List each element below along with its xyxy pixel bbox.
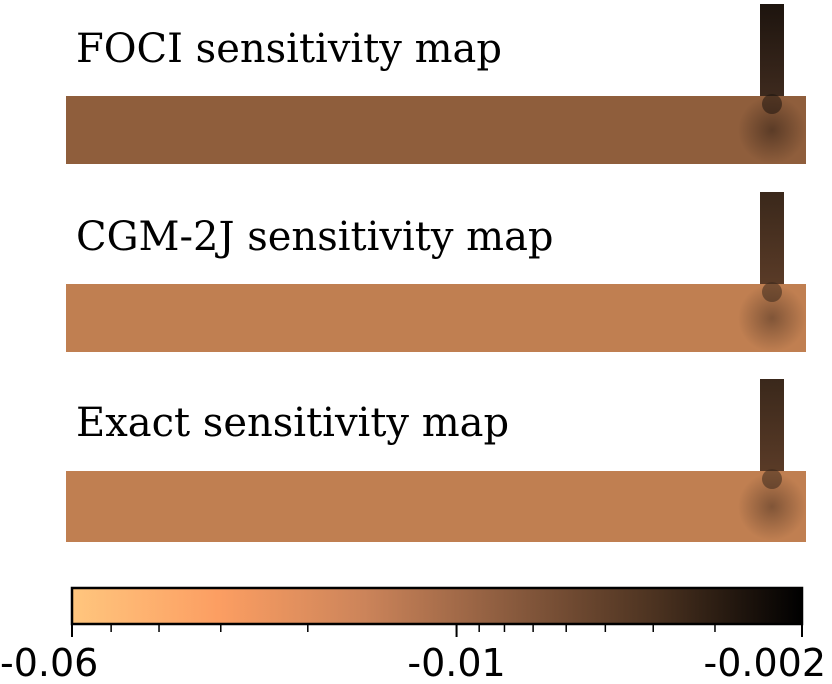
junction-shading: [738, 96, 806, 164]
outlet-pipe: [760, 4, 784, 98]
sensitivity-map-panel-3: Exact sensitivity map: [66, 379, 806, 542]
colorbar-gradient: [70, 586, 804, 626]
panel-title: CGM-2J sensitivity map: [76, 214, 554, 260]
domain-strip: [66, 471, 806, 542]
outlet-pipe: [760, 379, 784, 473]
junction-hotspot: [762, 94, 782, 114]
domain-strip: [66, 284, 806, 352]
colorbar-tick-label: -0.002: [704, 641, 827, 684]
panel-title: FOCI sensitivity map: [76, 26, 502, 72]
junction-hotspot: [762, 469, 782, 489]
sensitivity-map-panel-2: CGM-2J sensitivity map: [66, 192, 806, 352]
domain-strip: [66, 96, 806, 164]
junction-shading: [738, 284, 806, 352]
junction-shading: [738, 472, 806, 541]
outlet-pipe: [760, 192, 784, 286]
colorbar: -0.06 -0.01 -0.002: [0, 586, 827, 684]
junction-hotspot: [762, 282, 782, 302]
colorbar-tick-label: -0.06: [0, 641, 98, 684]
colorbar-tick-label: -0.01: [407, 641, 505, 684]
panel-title: Exact sensitivity map: [76, 400, 509, 446]
sensitivity-map-panel-1: FOCI sensitivity map: [66, 4, 806, 164]
